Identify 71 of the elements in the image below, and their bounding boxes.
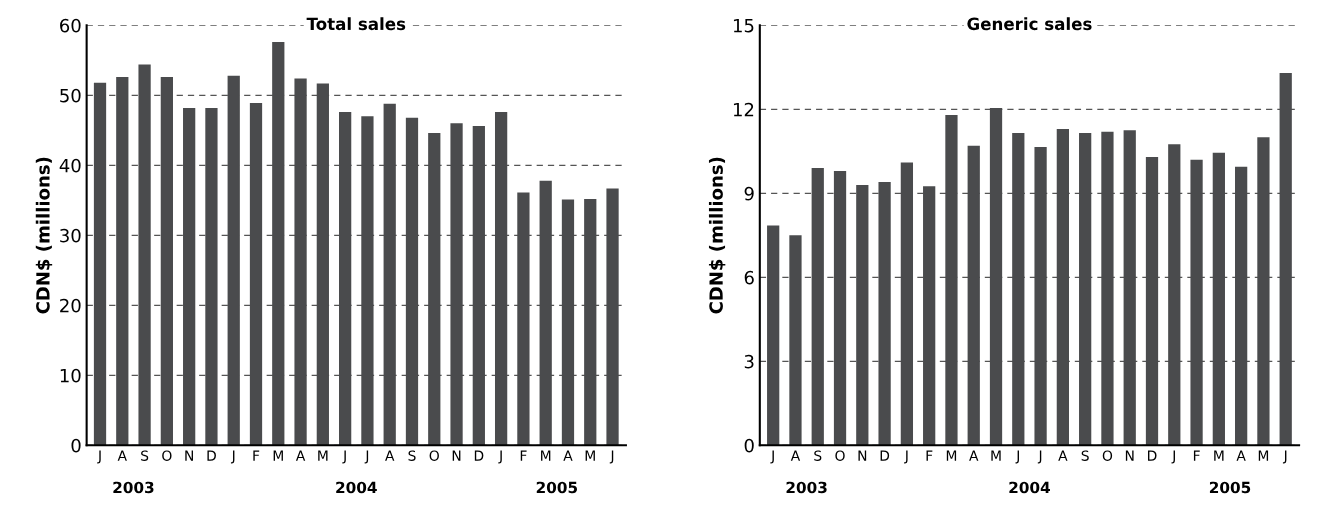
y-tick-label: 6: [744, 270, 754, 285]
x-tick-label: A: [117, 450, 127, 461]
x-tick-label: J: [97, 450, 101, 464]
x-tick-label: M: [1258, 450, 1269, 461]
y-tick-label: 3: [744, 354, 754, 369]
x-tick-label: O: [1102, 450, 1113, 461]
x-tick-label: O: [162, 450, 172, 461]
x-tick-label: M: [585, 450, 595, 461]
x-tick-label: F: [253, 450, 260, 461]
x-tick-label: J: [364, 450, 369, 464]
x-tick-label: J: [230, 450, 235, 464]
x-tick-label: J: [609, 450, 614, 464]
x-tick-label: M: [991, 450, 1001, 461]
text: 2003: [113, 481, 154, 494]
y-tick-label: 0: [744, 438, 754, 453]
x-tick-label: M: [1214, 450, 1224, 461]
x-tick-label: F: [1193, 450, 1200, 461]
y-axis-title: CDN$ (millions): [35, 157, 53, 314]
text: 2004: [336, 481, 377, 494]
x-tick-label: D: [1148, 450, 1157, 461]
x-tick-label: J: [498, 450, 502, 464]
x-tick-label: A: [385, 450, 395, 461]
x-tick-label: S: [408, 450, 416, 461]
y-tick-label: 15: [733, 19, 754, 33]
y-tick-label: 40: [59, 158, 81, 173]
y-tick-label: 12: [733, 102, 754, 117]
x-tick-label: A: [295, 450, 306, 461]
x-tick-label: D: [880, 450, 890, 461]
x-tick-label: F: [520, 450, 527, 461]
x-tick-label: J: [1037, 450, 1042, 464]
x-tick-label: J: [1015, 450, 1019, 464]
x-tick-label: J: [342, 450, 346, 464]
x-tick-label: N: [858, 450, 867, 461]
y-axis-title: CDN$ (millions): [708, 157, 726, 314]
x-tick-label: O: [429, 450, 439, 461]
text: 2005: [1209, 481, 1251, 494]
x-tick-label: S: [814, 450, 822, 461]
text: 2004: [1009, 481, 1050, 494]
x-tick-label: D: [474, 450, 484, 461]
x-tick-label: J: [1282, 450, 1287, 464]
x-tick-label: J: [770, 450, 774, 464]
x-tick-label: F: [926, 450, 933, 461]
y-tick-label: 30: [60, 228, 81, 243]
x-tick-label: D: [207, 450, 216, 461]
x-tick-label: A: [969, 450, 979, 461]
chart-title: Total sales: [306, 17, 406, 31]
x-tick-label: N: [1125, 450, 1134, 461]
text: 2003: [786, 481, 827, 494]
x-tick-label: M: [318, 450, 328, 461]
x-tick-label: A: [563, 450, 573, 461]
x-tick-label: M: [541, 450, 551, 461]
y-tick-label: 9: [744, 186, 754, 201]
x-tick-label: N: [452, 450, 461, 461]
y-tick-label: 60: [60, 18, 81, 33]
y-tick-label: 50: [60, 88, 81, 103]
x-tick-label: A: [1058, 450, 1068, 461]
x-tick-label: A: [790, 450, 801, 461]
x-tick-label: S: [141, 450, 149, 461]
x-tick-label: O: [835, 450, 845, 461]
x-tick-label: J: [1171, 450, 1175, 464]
x-tick-label: S: [1081, 450, 1089, 461]
x-tick-label: N: [185, 450, 193, 461]
y-tick-label: 0: [71, 438, 81, 453]
text: 2005: [536, 481, 578, 494]
chart-title: Generic sales: [967, 17, 1092, 31]
x-tick-label: A: [1236, 450, 1246, 461]
x-tick-label: J: [904, 450, 908, 464]
x-tick-label: M: [273, 450, 283, 461]
x-tick-label: M: [946, 450, 957, 461]
y-tick-label: 10: [60, 368, 81, 383]
y-tick-label: 20: [60, 298, 81, 313]
